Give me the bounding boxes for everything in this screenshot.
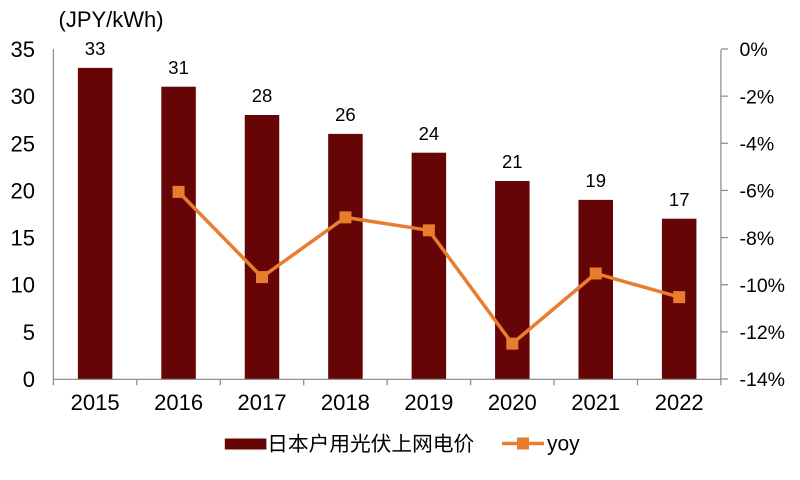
svg-text:2016: 2016 bbox=[154, 390, 203, 415]
svg-text:30: 30 bbox=[11, 84, 35, 109]
svg-text:-6%: -6% bbox=[740, 181, 775, 203]
svg-text:(JPY/kWh): (JPY/kWh) bbox=[59, 7, 164, 32]
svg-text:0%: 0% bbox=[740, 39, 768, 61]
svg-text:15: 15 bbox=[11, 226, 35, 251]
svg-text:33: 33 bbox=[85, 38, 106, 59]
svg-text:-4%: -4% bbox=[740, 134, 775, 156]
svg-text:2015: 2015 bbox=[71, 390, 120, 415]
svg-text:31: 31 bbox=[168, 57, 189, 78]
svg-text:25: 25 bbox=[11, 131, 35, 156]
svg-text:2022: 2022 bbox=[655, 390, 704, 415]
svg-text:2021: 2021 bbox=[571, 390, 620, 415]
svg-text:17: 17 bbox=[669, 189, 690, 210]
svg-text:0: 0 bbox=[23, 367, 35, 392]
svg-text:2019: 2019 bbox=[404, 390, 453, 415]
svg-text:-8%: -8% bbox=[740, 228, 775, 250]
svg-text:26: 26 bbox=[335, 104, 356, 125]
svg-text:24: 24 bbox=[419, 123, 440, 144]
svg-text:-12%: -12% bbox=[740, 322, 786, 344]
svg-text:35: 35 bbox=[11, 37, 35, 62]
svg-text:-2%: -2% bbox=[740, 86, 775, 108]
svg-text:19: 19 bbox=[585, 170, 606, 191]
svg-text:-14%: -14% bbox=[740, 369, 786, 391]
svg-text:2017: 2017 bbox=[238, 390, 287, 415]
svg-text:2020: 2020 bbox=[488, 390, 537, 415]
svg-text:5: 5 bbox=[23, 320, 35, 345]
svg-text:10: 10 bbox=[11, 273, 35, 298]
svg-text:20: 20 bbox=[11, 178, 35, 203]
svg-text:28: 28 bbox=[252, 85, 273, 106]
svg-text:2018: 2018 bbox=[321, 390, 370, 415]
svg-text:21: 21 bbox=[502, 151, 523, 172]
svg-text:yoy: yoy bbox=[547, 433, 580, 456]
svg-text:-10%: -10% bbox=[740, 275, 786, 297]
